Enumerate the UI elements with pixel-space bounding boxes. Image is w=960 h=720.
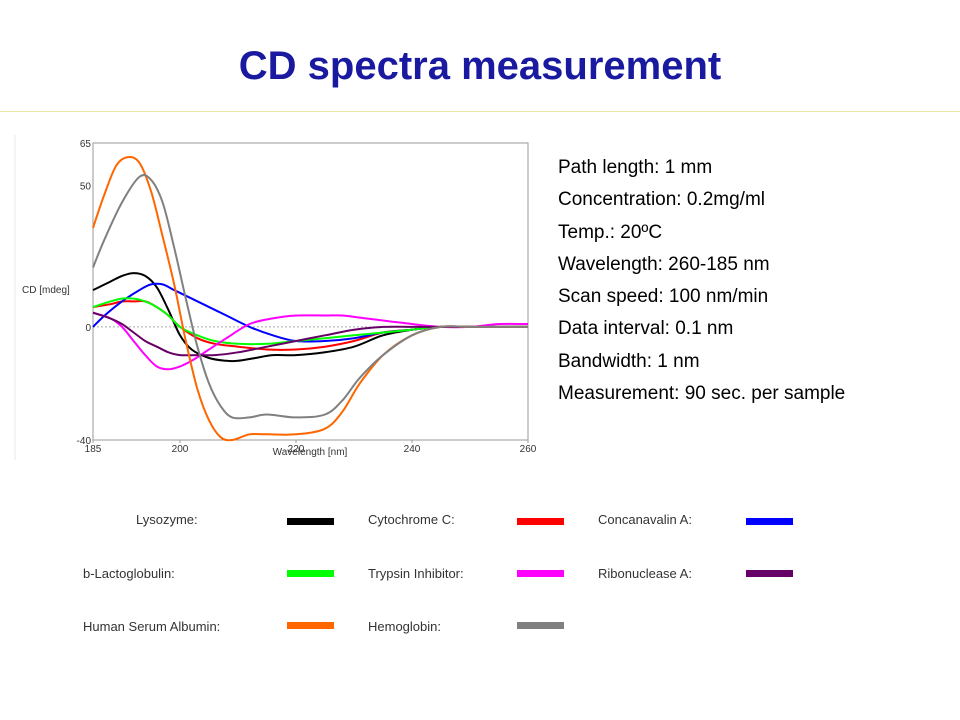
x-tick-label: 240 (404, 444, 421, 455)
legend-swatch-cytochrome-c (517, 518, 564, 525)
legend-swatch-hemoglobin (517, 622, 564, 629)
legend-swatch-trypsin-inhibitor (517, 570, 564, 577)
param-wavelength: Wavelength: 260-185 nm (558, 253, 770, 275)
legend-label-cytochrome-c: Cytochrome C: (368, 512, 455, 527)
title-divider (0, 111, 960, 112)
legend-label-b-lactoglobulin: b-Lactoglobulin: (83, 566, 175, 581)
cd-spectra-chart: 185 200 220 240 260 -40 0 50 65 CD [mdeg] Wavele… (14, 135, 537, 460)
y-tick-label: -40 (77, 436, 92, 447)
series-line-trypsin-inhibitor (92, 311, 529, 371)
y-tick-label: 0 (85, 323, 91, 334)
x-tick-label: 260 (520, 444, 537, 455)
legend-label-hemoglobin: Hemoglobin: (368, 619, 441, 634)
param-data-interval: Data interval: 0.1 nm (558, 318, 734, 340)
legend-label-trypsin-inhibitor: Trypsin Inhibitor: (368, 566, 464, 581)
legend-swatch-concanavalin-a (746, 518, 793, 525)
slide-title: CD spectra measurement (238, 44, 722, 88)
tick-layer: 185 200 220 240 260 -40 0 50 65 (77, 139, 537, 455)
param-concentration: Concentration: 0.2mg/ml (558, 189, 765, 211)
legend-swatch-ribonuclease-a (746, 570, 793, 577)
param-measurement: Measurement: 90 sec. per sample (558, 383, 846, 405)
param-scan-speed: Scan speed: 100 nm/min (558, 286, 769, 308)
y-axis-label: CD [mdeg] (22, 285, 70, 296)
x-tick-label: 200 (172, 444, 189, 455)
measurement-parameters: Path length: 1 mm Concentration: 0.2mg/m… (558, 152, 845, 410)
param-bandwidth: Bandwidth: 1 nm (558, 350, 700, 372)
legend-swatch-human-serum-albumin (287, 622, 334, 629)
param-temperature: Temp.: 20ºC (558, 221, 663, 243)
series-line-ribonuclease-a (92, 311, 528, 357)
legend-label-lysozyme: Lysozyme: (136, 512, 198, 527)
legend-swatch-lysozyme (287, 518, 334, 525)
x-tick-label: 220 (288, 444, 305, 455)
param-path-length: Path length: 1 mm (558, 157, 713, 178)
legend-label-human-serum-albumin: Human Serum Albumin: (83, 619, 221, 634)
plot-background (92, 142, 529, 441)
x-tick-label: 185 (85, 444, 102, 455)
y-tick-label: 50 (80, 181, 92, 192)
legend-label-ribonuclease-a: Ribonuclease A: (598, 566, 692, 581)
chart-frame (14, 135, 529, 460)
legend-swatch-b-lactoglobulin (287, 570, 334, 577)
legend-label-concanavalin-a: Concanavalin A: (598, 512, 692, 527)
y-tick-label: 65 (80, 139, 92, 150)
x-axis-label: Wavelength [nm] (273, 447, 348, 458)
series-layer (92, 155, 529, 442)
series-line-hemoglobin (92, 174, 528, 420)
